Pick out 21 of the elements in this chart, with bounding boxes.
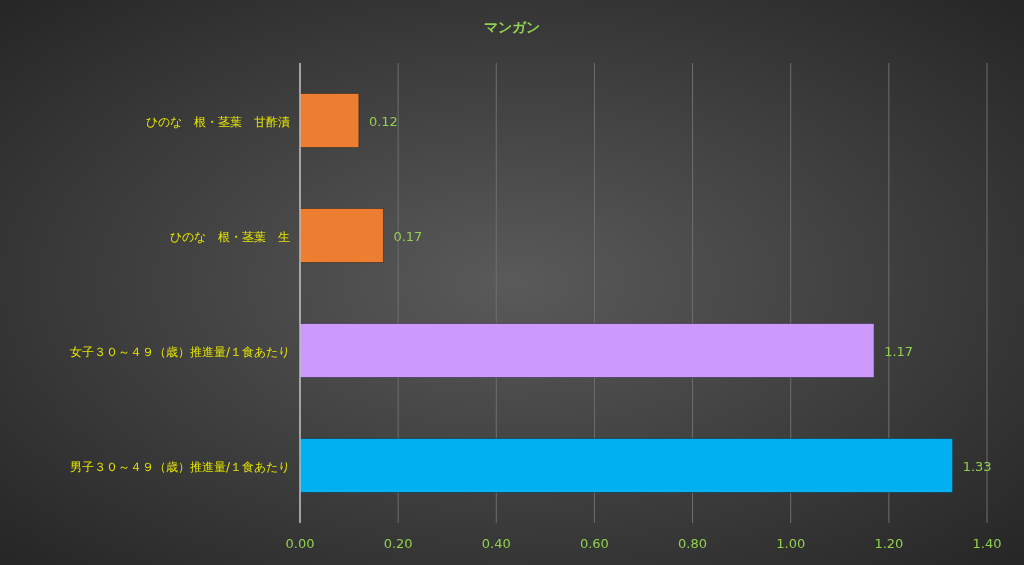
x-tick-label: 1.00 (776, 536, 806, 551)
x-tick-label: 0.20 (383, 536, 413, 551)
data-label: 0.12 (368, 113, 398, 129)
chart-title: マンガン (484, 19, 540, 35)
data-label: 1.17 (884, 343, 914, 359)
bar (299, 322, 875, 379)
x-tick-label: 1.20 (874, 536, 904, 551)
x-tick-label: 1.40 (972, 536, 1002, 551)
data-label: 0.17 (393, 228, 423, 244)
data-label: 1.33 (962, 458, 992, 474)
y-tick-label: 男子３０～４９（歳）推進量/１食あたり (69, 459, 290, 474)
x-tick-label: 0.40 (481, 536, 511, 551)
x-tick-label: 0.60 (579, 536, 609, 551)
bar (299, 437, 954, 494)
y-tick-label: 女子３０～４９（歳）推進量/１食あたり (69, 344, 290, 359)
y-tick-label: ひのな 根・茎葉 甘酢漬 (146, 114, 290, 129)
bar (299, 207, 384, 264)
y-tick-label: ひのな 根・茎葉 生 (170, 229, 290, 244)
x-tick-label: 0.80 (678, 536, 708, 551)
bar (299, 92, 360, 149)
x-tick-label: 0.00 (285, 536, 315, 551)
